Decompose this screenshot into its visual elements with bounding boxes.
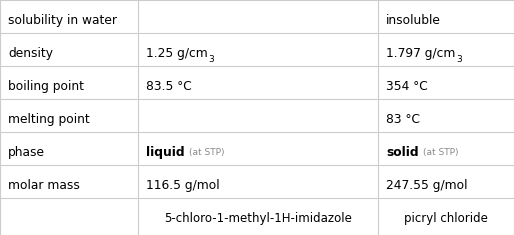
Text: 83 °C: 83 °C [386, 113, 420, 126]
Text: 1.25 g/cm: 1.25 g/cm [146, 47, 208, 60]
Text: 3: 3 [209, 55, 214, 64]
Text: density: density [8, 47, 53, 60]
Text: (at STP): (at STP) [423, 148, 458, 157]
Text: insoluble: insoluble [386, 14, 441, 27]
Text: solid: solid [386, 146, 418, 159]
Text: 3: 3 [456, 55, 462, 64]
Text: molar mass: molar mass [8, 179, 80, 192]
Text: phase: phase [8, 146, 45, 159]
Text: 354 °C: 354 °C [386, 80, 428, 93]
Text: liquid: liquid [146, 146, 185, 159]
Text: picryl chloride: picryl chloride [404, 212, 488, 225]
Text: 5-chloro-1-methyl-1H-imidazole: 5-chloro-1-methyl-1H-imidazole [164, 212, 352, 225]
Text: 83.5 °C: 83.5 °C [146, 80, 192, 93]
Text: 1.797 g/cm: 1.797 g/cm [386, 47, 455, 60]
Text: solubility in water: solubility in water [8, 14, 117, 27]
Text: (at STP): (at STP) [189, 148, 224, 157]
Text: 247.55 g/mol: 247.55 g/mol [386, 179, 468, 192]
Text: boiling point: boiling point [8, 80, 84, 93]
Text: melting point: melting point [8, 113, 90, 126]
Text: 116.5 g/mol: 116.5 g/mol [146, 179, 219, 192]
